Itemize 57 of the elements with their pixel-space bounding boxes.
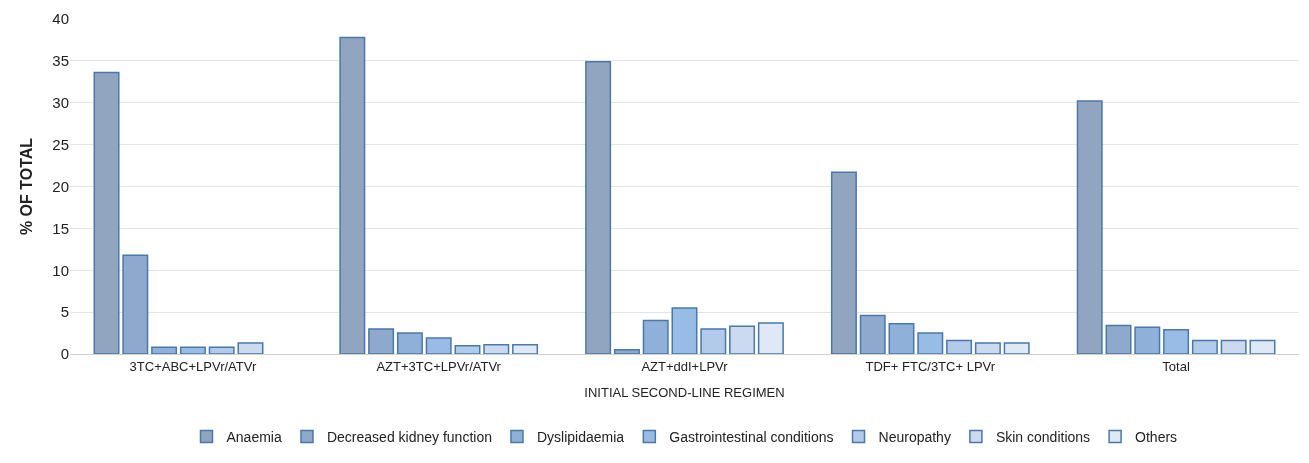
bar bbox=[368, 328, 395, 354]
bar bbox=[1003, 342, 1030, 354]
bar bbox=[396, 332, 423, 354]
bar bbox=[208, 346, 235, 354]
bar bbox=[483, 344, 510, 354]
bar bbox=[1249, 339, 1276, 354]
bar bbox=[585, 60, 612, 354]
bar bbox=[339, 36, 366, 354]
bar bbox=[425, 337, 452, 354]
legend-label: Gastrointestinal conditions bbox=[669, 429, 834, 446]
legend-label: Dyslipidaemia bbox=[536, 429, 625, 446]
x-tick-label: TDF+ FTC/3TC+ LPVr bbox=[865, 358, 996, 374]
legend-label: Decreased kidney function bbox=[326, 429, 492, 446]
bar bbox=[642, 319, 669, 354]
bar bbox=[93, 71, 120, 354]
bar bbox=[237, 342, 264, 354]
bar bbox=[151, 346, 178, 354]
legend-label: Anaemia bbox=[226, 429, 282, 446]
x-axis-title: INITIAL SECOND-LINE REGIMEN bbox=[584, 385, 785, 401]
bar bbox=[757, 322, 784, 354]
bar bbox=[1105, 324, 1132, 354]
legend-label: Neuropathy bbox=[878, 429, 951, 446]
y-axis-title: % OF TOTAL bbox=[18, 137, 36, 236]
bar bbox=[1134, 326, 1161, 354]
y-tick-label: 25 bbox=[52, 135, 69, 153]
x-tick-label: AZT+3TC+LPVr/ATVr bbox=[376, 358, 502, 374]
bar bbox=[179, 346, 206, 354]
bar bbox=[671, 307, 698, 354]
bar bbox=[946, 339, 973, 354]
bar bbox=[700, 328, 727, 354]
x-tick-label: Total bbox=[1162, 358, 1190, 374]
y-tick-label: 20 bbox=[52, 177, 69, 195]
bar bbox=[613, 349, 640, 354]
bar bbox=[512, 344, 539, 354]
x-tick-label: 3TC+ABC+LPVr/ATVr bbox=[129, 358, 257, 374]
y-tick-label: 35 bbox=[52, 52, 69, 70]
y-tick-label: 10 bbox=[52, 261, 69, 279]
legend-label: Skin conditions bbox=[995, 429, 1091, 446]
bar bbox=[830, 171, 857, 354]
bar bbox=[1191, 339, 1218, 354]
bar bbox=[454, 344, 481, 354]
x-tick-label: AZT+ddI+LPVr bbox=[641, 358, 729, 374]
bar bbox=[888, 323, 915, 354]
y-tick-label: 0 bbox=[60, 345, 69, 363]
bar bbox=[859, 314, 886, 354]
y-tick-label: 5 bbox=[60, 303, 69, 321]
bar bbox=[122, 254, 149, 354]
bar bbox=[1163, 328, 1190, 354]
y-tick-label: 15 bbox=[52, 219, 69, 237]
bar bbox=[729, 325, 756, 354]
y-tick-label: 40 bbox=[52, 10, 69, 28]
bar bbox=[917, 332, 944, 354]
bar bbox=[1220, 339, 1247, 354]
y-tick-label: 30 bbox=[52, 94, 69, 111]
legend-label: Others bbox=[1135, 429, 1178, 446]
bar bbox=[974, 342, 1001, 354]
bar bbox=[1076, 100, 1103, 354]
